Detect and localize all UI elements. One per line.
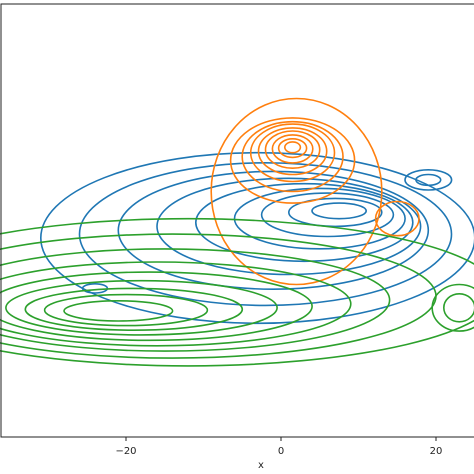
x-tick-label: 0 [278,446,284,457]
contour-ring-s2-3 [0,261,352,347]
contour-ring-s1-6 [271,134,314,164]
contour-ring-s2-5 [5,279,278,336]
contour-ring-s0-2 [117,170,430,290]
contour-ring-s1-2 [241,120,344,193]
contour-ring-s0-3 [156,177,422,276]
contour-ring-s2-0 [0,217,474,367]
contour-ring-s2-4 [0,271,313,342]
contour-ring-s1-1 [229,117,356,204]
contour-ring-s1-9 [374,200,420,237]
x-tick-label: −20 [115,446,136,457]
x-axis-ticks: −20 0 20 [115,437,442,457]
contour-ring-s1-8 [284,141,302,154]
contour-ring-s0-9 [404,168,453,191]
x-axis-label: x [258,460,264,471]
contour-ring-s1-5 [264,130,321,170]
contour-ring-s0-1 [78,162,453,307]
x-tick-label: 20 [430,446,443,457]
contour-ring-s2-10 [443,293,474,323]
contour-ring-s0-10 [415,173,442,187]
contour-ring-s0-5 [233,187,406,250]
contour-ring-s2-9 [431,283,474,332]
contour-ring-s0-7 [287,197,383,228]
contour-ring-s1-0 [210,97,383,286]
contour-ring-s2-8 [63,299,174,322]
contour-ring-s2-7 [43,293,209,327]
contour-ring-s1-3 [249,123,336,183]
contour-ring-s0-6 [260,192,395,238]
contour-ring-s0-4 [194,182,414,263]
contour-lines [0,97,474,367]
contour-ring-s1-7 [277,138,308,159]
contour-ring-s2-2 [0,248,391,352]
plot-frame [0,3,474,438]
contour-ring-s2-6 [24,287,244,331]
contour-ring-s1-4 [257,127,328,176]
contour-ring-s0-8 [311,202,368,220]
